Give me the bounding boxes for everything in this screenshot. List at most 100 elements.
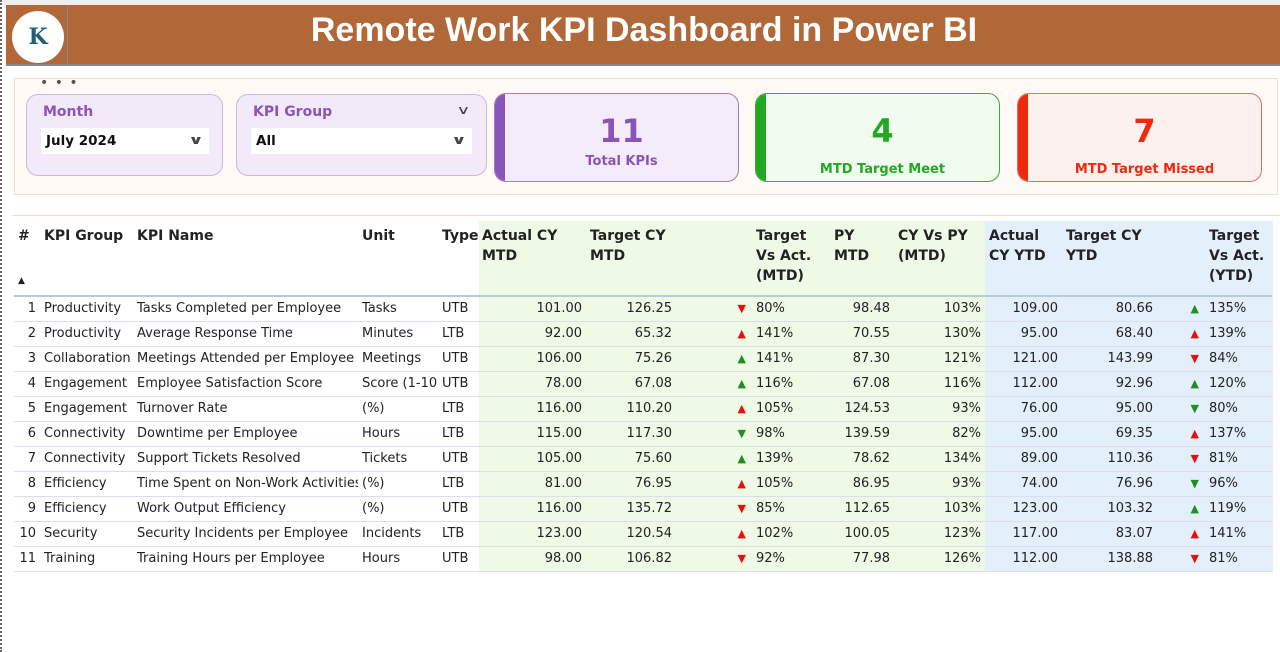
cell-tva-mtd: 105% (752, 471, 830, 497)
collapse-chevron-icon[interactable]: ∨ (456, 103, 471, 117)
cell-act-ytd: 112.00 (985, 371, 1062, 397)
cell-act-mtd: 101.00 (478, 296, 586, 322)
table-row[interactable]: 10 Security Security Incidents per Employe… (14, 521, 1272, 547)
cell-name: Work Output Efficiency (133, 496, 358, 522)
column-header[interactable] (676, 221, 752, 297)
cell-act-ytd: 95.00 (985, 321, 1062, 347)
cell-group: Engagement (40, 396, 133, 422)
table-row[interactable]: 8 Efficiency Time Spent on Non-Work Activi… (14, 471, 1272, 497)
cell-cyvpy: 93% (894, 471, 985, 497)
cell-act-mtd: 105.00 (478, 446, 586, 472)
table-row[interactable]: 4 Engagement Employee Satisfaction Score Sc… (14, 371, 1272, 397)
triangle-down-icon: ▼ (1157, 396, 1205, 422)
column-header[interactable]: Target Vs Act. (YTD) (1205, 221, 1272, 297)
cell-cyvpy: 134% (894, 446, 985, 472)
top-strip (2, 0, 1280, 5)
kpi-group-label: KPI Group (253, 104, 333, 120)
month-label: Month (43, 104, 94, 120)
cell-n: 10 (14, 521, 40, 547)
cell-n: 1 (14, 296, 40, 322)
cell-unit: (%) (358, 496, 438, 522)
cell-n: 11 (14, 546, 40, 572)
cell-tgt-mtd: 76.95 (586, 471, 676, 497)
cell-type: LTB (438, 471, 478, 497)
column-header[interactable]: PY MTD (830, 221, 894, 297)
triangle-down-icon: ▼ (676, 421, 752, 447)
cell-tgt-ytd: 110.36 (1062, 446, 1157, 472)
table-row[interactable]: 2 Productivity Average Response Time Minute… (14, 321, 1272, 347)
cell-unit: Incidents (358, 521, 438, 547)
table-row[interactable]: 11 Training Training Hours per Employee Hou… (14, 546, 1272, 572)
table-row[interactable]: 6 Connectivity Downtime per Employee Hours L… (14, 421, 1272, 447)
mtd-target-missed-value: 7 (1133, 112, 1156, 150)
cell-act-ytd: 121.00 (985, 346, 1062, 372)
cell-py-mtd: 98.48 (830, 296, 894, 322)
cell-tva-mtd: 139% (752, 446, 830, 472)
triangle-up-icon: ▲ (676, 396, 752, 422)
column-header[interactable]: KPI Name (133, 221, 358, 297)
column-header[interactable]: KPI Group (40, 221, 133, 297)
cell-name: Support Tickets Resolved (133, 446, 358, 472)
column-header[interactable]: Target CY YTD (1062, 221, 1157, 297)
cell-tva-mtd: 92% (752, 546, 830, 572)
table-row[interactable]: 1 Productivity Tasks Completed per Employe… (14, 296, 1272, 322)
cell-act-mtd: 78.00 (478, 371, 586, 397)
cell-act-mtd: 116.00 (478, 396, 586, 422)
cell-tgt-ytd: 103.32 (1062, 496, 1157, 522)
triangle-up-icon: ▲ (676, 371, 752, 397)
cell-tgt-ytd: 92.96 (1062, 371, 1157, 397)
triangle-up-icon: ▲ (1157, 496, 1205, 522)
column-header[interactable]: Actual CY YTD (985, 221, 1062, 297)
more-options-icon[interactable]: • • • (40, 75, 79, 91)
column-header[interactable]: Target Vs Act. (MTD) (752, 221, 830, 297)
table-row[interactable]: 9 Efficiency Work Output Efficiency (%) UTB 1… (14, 496, 1272, 522)
cell-tva-ytd: 135% (1205, 296, 1272, 322)
table-row[interactable]: 5 Engagement Turnover Rate (%) LTB 116.00 110.… (14, 396, 1272, 422)
kpi-group-dropdown[interactable]: All ∨ (251, 128, 472, 154)
cell-group: Connectivity (40, 446, 133, 472)
column-header[interactable]: Unit (358, 221, 438, 297)
cell-act-ytd: 95.00 (985, 421, 1062, 447)
cell-unit: Minutes (358, 321, 438, 347)
column-header[interactable]: CY Vs PY (MTD) (894, 221, 985, 297)
cell-act-mtd: 123.00 (478, 521, 586, 547)
table-row[interactable]: 3 Collaboration Meetings Attended per Empl… (14, 346, 1272, 372)
month-dropdown[interactable]: July 2024 ∨ (41, 128, 209, 154)
column-header[interactable]: Actual CY MTD (478, 221, 586, 297)
column-header[interactable]: # ▲ (14, 221, 40, 297)
mtd-target-missed-label: MTD Target Missed (1074, 162, 1215, 177)
cell-type: UTB (438, 446, 478, 472)
table-row[interactable]: 7 Connectivity Support Tickets Resolved Tic… (14, 446, 1272, 472)
chevron-down-icon: ∨ (188, 133, 204, 147)
cell-group: Efficiency (40, 496, 133, 522)
chevron-down-icon: ∨ (451, 133, 467, 147)
cell-name: Downtime per Employee (133, 421, 358, 447)
cell-tva-mtd: 102% (752, 521, 830, 547)
cell-n: 2 (14, 321, 40, 347)
cell-unit: (%) (358, 471, 438, 497)
column-header[interactable] (1157, 221, 1205, 297)
cell-act-ytd: 117.00 (985, 521, 1062, 547)
cell-unit: Score (1-10) (358, 371, 438, 397)
cell-type: UTB (438, 546, 478, 572)
cell-tva-ytd: 81% (1205, 446, 1272, 472)
cell-group: Training (40, 546, 133, 572)
cell-tgt-mtd: 75.60 (586, 446, 676, 472)
column-header[interactable]: Target CY MTD (586, 221, 676, 297)
mtd-target-missed-card: 7 MTD Target Missed (1017, 93, 1262, 182)
column-header[interactable]: Type (438, 221, 479, 297)
cell-cyvpy: 116% (894, 371, 985, 397)
total-kpis-label: Total KPIs (585, 154, 658, 169)
cell-tgt-mtd: 110.20 (586, 396, 676, 422)
card-accent (756, 94, 766, 181)
cell-tgt-mtd: 120.54 (586, 521, 676, 547)
triangle-down-icon: ▼ (1157, 471, 1205, 497)
cell-act-ytd: 109.00 (985, 296, 1062, 322)
cell-type: LTB (438, 321, 478, 347)
cell-act-mtd: 116.00 (478, 496, 586, 522)
cell-n: 3 (14, 346, 40, 372)
triangle-up-icon: ▲ (1157, 371, 1205, 397)
cell-tva-mtd: 141% (752, 321, 830, 347)
sort-ascending-icon[interactable]: ▲ (18, 276, 25, 286)
cell-tva-ytd: 80% (1205, 396, 1272, 422)
